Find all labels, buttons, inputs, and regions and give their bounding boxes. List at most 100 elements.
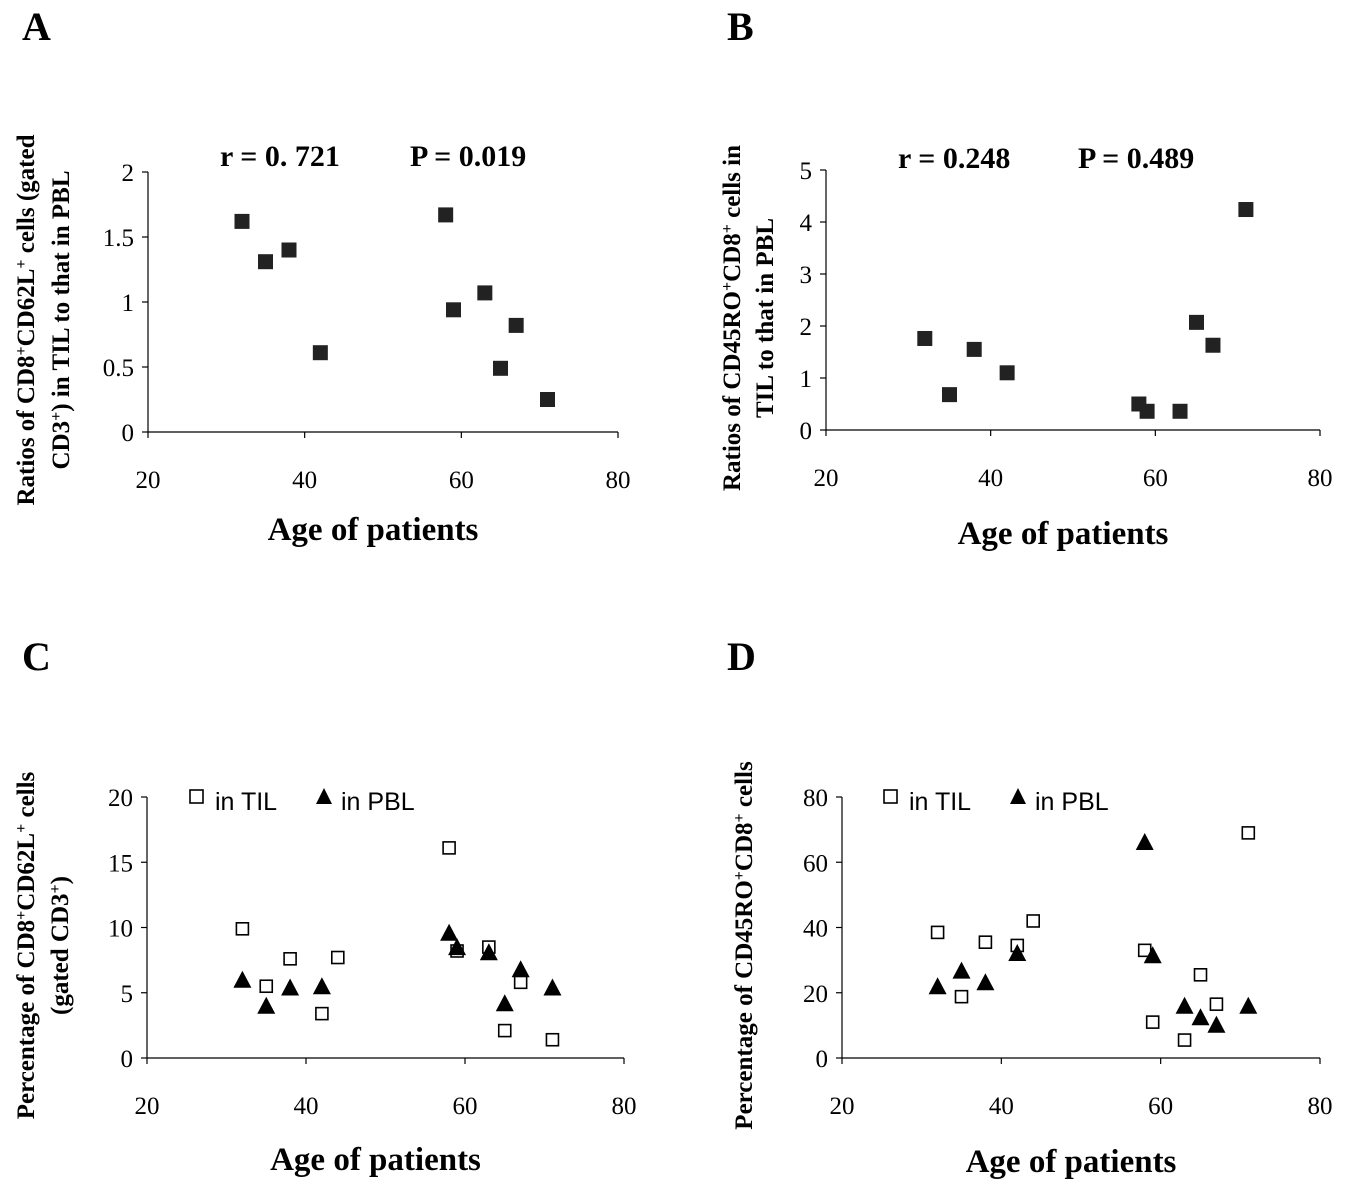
data-point-square: [493, 360, 508, 376]
data-point-open-square: [954, 989, 969, 1004]
x-tick-label: 40: [292, 467, 317, 494]
legend-label: in PBL: [341, 788, 415, 816]
data-point-triangle: [976, 973, 995, 991]
panel-letter: A: [22, 4, 51, 49]
x-tick-label: 60: [453, 1093, 478, 1120]
data-point-triangle: [257, 996, 276, 1014]
data-point-triangle: [495, 994, 514, 1012]
data-point-triangle: [479, 943, 498, 961]
legend-filled-triangle-marker: [1010, 788, 1026, 804]
data-point-open-square: [442, 841, 456, 855]
ylabel-segment: ): [47, 876, 74, 884]
data-point-open-square: [1241, 826, 1256, 840]
data-point-triangle: [233, 970, 252, 988]
data-point-triangle: [448, 938, 467, 956]
data-point-square: [917, 330, 933, 346]
data-point-square: [281, 242, 297, 258]
chart-a: A 0 0.5 1 1.5 2 20 40 60 80 Age of patients Ratios …: [13, 4, 631, 548]
x-tick-label: 20: [135, 1093, 160, 1120]
panel-b: B 0 1 2 3 4 5 20 40 60 80 Age of patients Ratios of …: [719, 4, 1333, 552]
data-point-square: [1139, 403, 1155, 419]
data-point-square: [446, 302, 461, 318]
data-point-triangle: [1175, 996, 1194, 1014]
ylabel-superscript: +: [48, 412, 65, 421]
data-point-square: [999, 365, 1015, 381]
x-axis-label: Age of patients: [958, 516, 1169, 552]
panel-letter: D: [727, 634, 756, 679]
ylabel-superscript: +: [13, 259, 30, 268]
y-tick-label: 20: [803, 981, 828, 1008]
data-point-triangle: [1135, 833, 1154, 851]
ylabel-segment: CD3: [48, 421, 75, 470]
data-point-triangle: [312, 977, 331, 995]
legend-open-square-marker: [189, 789, 204, 804]
y-tick-label: 0: [800, 418, 813, 445]
x-axis-label: Age of patients: [268, 512, 479, 548]
data-point-square: [438, 207, 454, 223]
chart-b: B 0 1 2 3 4 5 20 40 60 80 Age of patients Ratios of …: [719, 4, 1333, 552]
y-tick-label: 10: [108, 916, 133, 943]
ylabel-superscript: +: [13, 911, 30, 920]
y-tick-label: 4: [800, 210, 813, 237]
data-point-open-square: [1193, 968, 1208, 982]
y-tick-label: 1.5: [103, 225, 134, 252]
r-value-annotation: r = 0.248: [898, 142, 1010, 175]
ylabel-superscript: +: [731, 871, 748, 880]
panel-letter: C: [22, 634, 51, 679]
y-tick-label: 3: [800, 262, 813, 289]
ylabel-segment: cells: [13, 771, 40, 823]
x-tick-label: 80: [1308, 465, 1333, 492]
ylabel-segment: CD8: [731, 823, 758, 872]
ylabel-superscript: +: [719, 224, 736, 233]
y-tick-label: 0.5: [103, 355, 134, 382]
data-point-square: [1172, 403, 1188, 419]
data-point-square: [477, 285, 493, 301]
y-tick-label: 80: [803, 785, 828, 812]
y-tick-label: 60: [803, 850, 828, 877]
y-axis-label: Percentage of CD8+CD62L+ cells(gated CD3…: [13, 771, 75, 1119]
data-point-triangle: [1191, 1008, 1210, 1026]
y-tick-label: 2: [800, 314, 813, 341]
legend-label: in TIL: [215, 788, 277, 816]
y-tick-label: 5: [121, 981, 134, 1008]
data-point-triangle: [511, 960, 530, 978]
y-tick-label: 0: [816, 1046, 829, 1073]
ylabel-superscript: +: [13, 346, 30, 355]
data-point-open-square: [930, 925, 945, 940]
ylabel-superscript: +: [47, 884, 64, 893]
data-point-open-square: [497, 1023, 512, 1038]
data-point-triangle: [543, 978, 562, 996]
y-tick-label: 15: [108, 850, 133, 877]
x-tick-label: 80: [612, 1093, 637, 1120]
data-point-open-square: [1026, 914, 1040, 928]
ylabel-segment: CD8: [719, 233, 746, 282]
ylabel-superscript: +: [13, 824, 30, 833]
x-tick-label: 20: [830, 1093, 855, 1120]
data-point-open-square: [978, 935, 993, 949]
ylabel-segment: CD62L: [13, 269, 40, 347]
ylabel-segment: cells: [731, 761, 758, 813]
x-axis-label: Age of patients: [270, 1142, 481, 1178]
data-point-open-square: [259, 979, 274, 994]
data-point-square: [234, 213, 250, 229]
x-tick-label: 60: [1148, 1093, 1173, 1120]
r-value-annotation: r = 0. 721: [220, 140, 340, 173]
data-point-triangle: [440, 923, 459, 941]
x-tick-label: 20: [136, 467, 161, 494]
ylabel-segment: cells (gated: [13, 134, 40, 259]
data-point-triangle: [281, 978, 300, 996]
ylabel-segment: CD62L: [13, 833, 40, 911]
legend-filled-triangle-marker: [316, 788, 332, 804]
x-tick-label: 60: [1143, 465, 1168, 492]
data-point-open-square: [1177, 1033, 1192, 1047]
data-point-triangle: [1143, 946, 1162, 964]
ylabel-segment: (gated CD3: [47, 893, 74, 1015]
y-tick-label: 1: [800, 366, 813, 393]
y-tick-label: 1: [122, 290, 135, 317]
panel-c: C 0 5 10 15 20 20 40 60 80 Age of patients Percenta…: [13, 634, 637, 1178]
data-point-square: [540, 392, 555, 407]
x-tick-label: 40: [294, 1093, 319, 1120]
x-axis-label: Age of patients: [966, 1144, 1177, 1180]
